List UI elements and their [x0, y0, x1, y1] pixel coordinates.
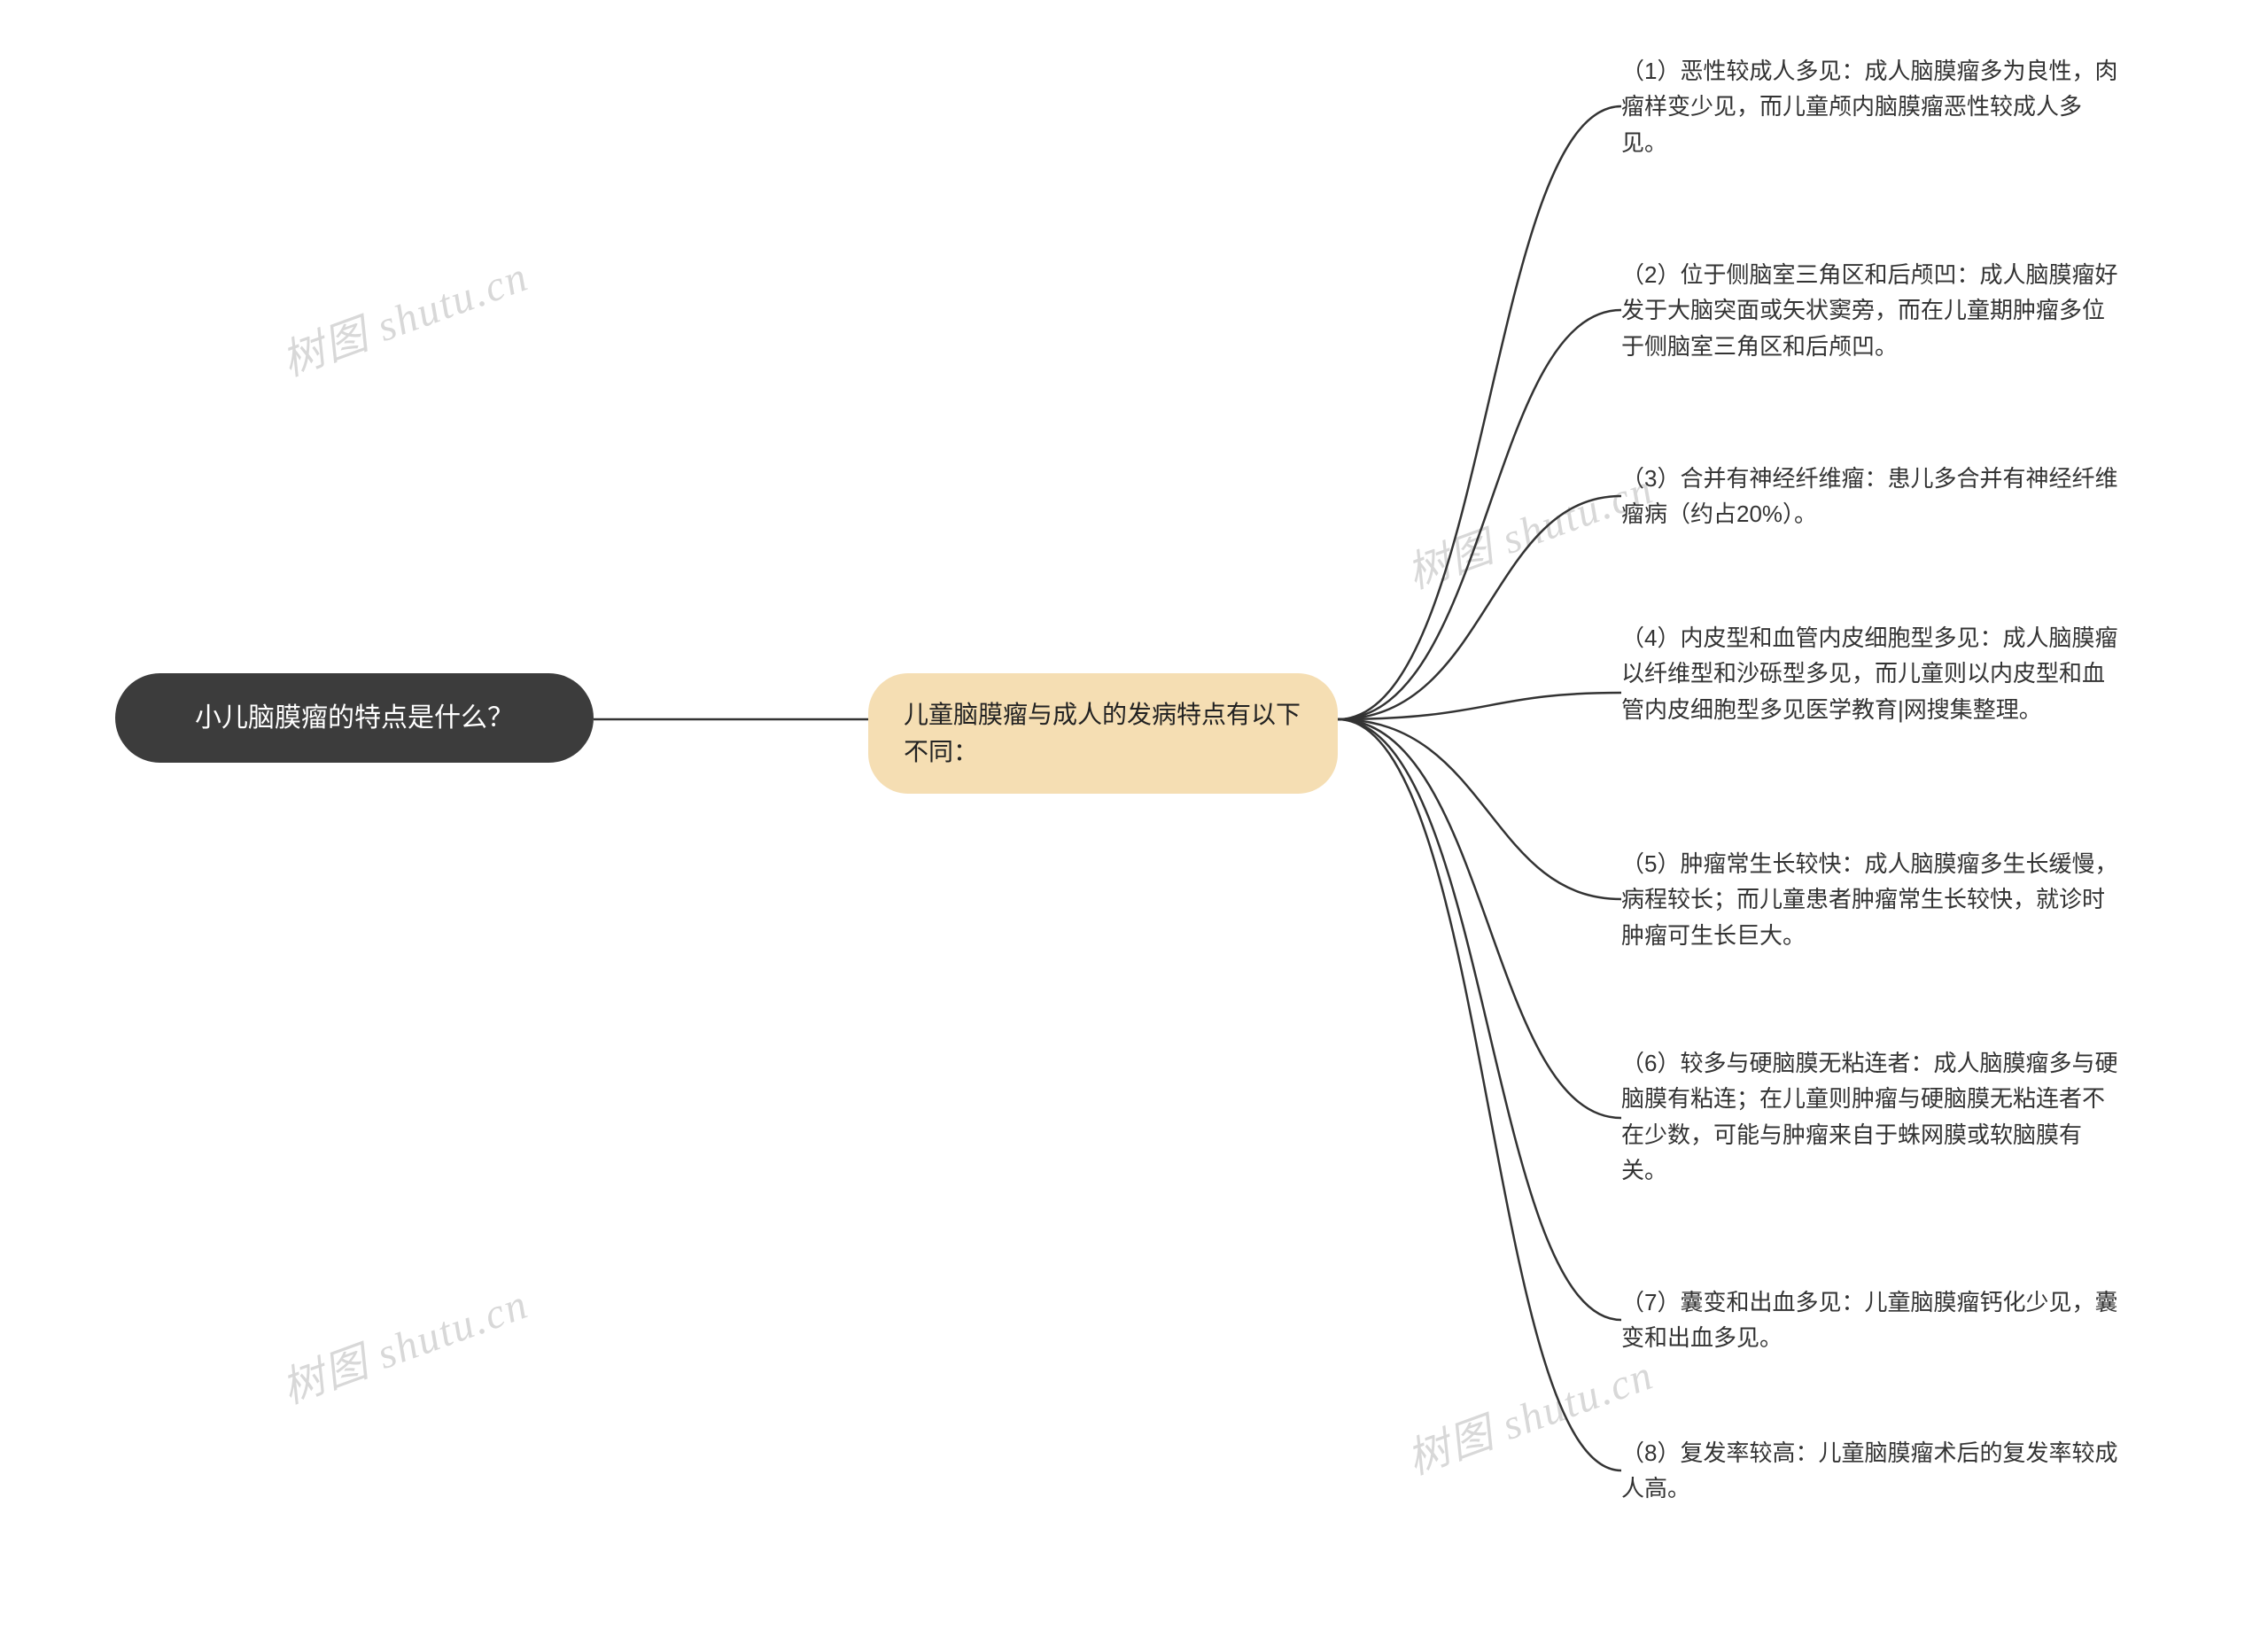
leaf-node-5[interactable]: （5）肿瘤常生长较快：成人脑膜瘤多生长缓慢，病程较长；而儿童患者肿瘤常生长较快，…: [1621, 846, 2122, 953]
connector-lines: [0, 0, 2268, 1645]
leaf-node-4[interactable]: （4）内皮型和血管内皮细胞型多见：成人脑膜瘤以纤维型和沙砾型多见，而儿童则以内皮…: [1621, 620, 2122, 727]
sub-node[interactable]: 儿童脑膜瘤与成人的发病特点有以下不同：: [868, 673, 1338, 794]
root-node[interactable]: 小儿脑膜瘤的特点是什么？: [115, 673, 594, 763]
leaf-node-3[interactable]: （3）合并有神经纤维瘤：患儿多合并有神经纤维瘤病（约占20%）。: [1621, 461, 2122, 532]
leaf-node-7[interactable]: （7）囊变和出血多见：儿童脑膜瘤钙化少见，囊变和出血多见。: [1621, 1284, 2122, 1356]
leaf-node-6[interactable]: （6）较多与硬脑膜无粘连者：成人脑膜瘤多与硬脑膜有粘连；在儿童则肿瘤与硬脑膜无粘…: [1621, 1045, 2122, 1188]
leaf-node-1[interactable]: （1）恶性较成人多见：成人脑膜瘤多为良性，肉瘤样变少见，而儿童颅内脑膜瘤恶性较成…: [1621, 53, 2122, 160]
leaf-node-2[interactable]: （2）位于侧脑室三角区和后颅凹：成人脑膜瘤好发于大脑突面或矢状窦旁，而在儿童期肿…: [1621, 257, 2122, 364]
watermark: 树图 shutu.cn: [272, 1269, 536, 1415]
watermark: 树图 shutu.cn: [272, 241, 536, 387]
leaf-node-8[interactable]: （8）复发率较高：儿童脑膜瘤术后的复发率较成人高。: [1621, 1435, 2122, 1507]
